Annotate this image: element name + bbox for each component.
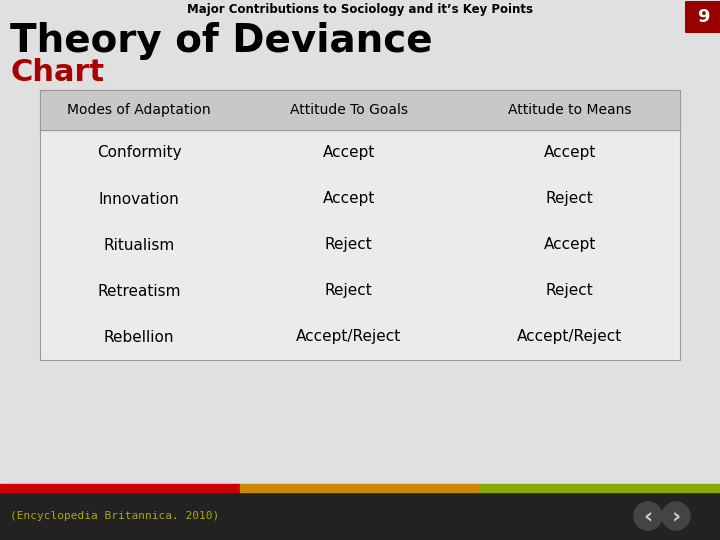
- Text: Accept/Reject: Accept/Reject: [517, 329, 622, 345]
- Text: Accept: Accept: [544, 145, 595, 160]
- Bar: [40, 90, 680, 130]
- Text: Reject: Reject: [325, 284, 373, 299]
- Text: Conformity: Conformity: [97, 145, 181, 160]
- Bar: [240, 484, 480, 492]
- Text: 9: 9: [697, 8, 709, 26]
- Bar: [0, 484, 240, 492]
- Text: Rebellion: Rebellion: [104, 329, 174, 345]
- Bar: [480, 484, 720, 492]
- Text: Theory of Deviance: Theory of Deviance: [10, 22, 433, 60]
- Bar: [40, 90, 680, 360]
- Bar: [40, 90, 680, 360]
- Text: Accept: Accept: [323, 145, 375, 160]
- Text: Innovation: Innovation: [99, 192, 179, 206]
- Circle shape: [634, 502, 662, 530]
- Text: Chart: Chart: [10, 58, 104, 87]
- Text: Retreatism: Retreatism: [97, 284, 181, 299]
- Bar: [0, 492, 720, 540]
- Text: (Encyclopedia Britannica. 2010): (Encyclopedia Britannica. 2010): [10, 511, 220, 521]
- Text: Accept: Accept: [544, 238, 595, 253]
- Text: Attitude to Means: Attitude to Means: [508, 103, 631, 117]
- Text: Ritualism: Ritualism: [104, 238, 175, 253]
- Text: ›: ›: [671, 506, 680, 526]
- Text: ‹: ‹: [644, 506, 652, 526]
- Circle shape: [662, 502, 690, 530]
- Text: Reject: Reject: [546, 284, 593, 299]
- FancyBboxPatch shape: [685, 1, 720, 33]
- Text: Reject: Reject: [325, 238, 373, 253]
- Text: Accept/Reject: Accept/Reject: [296, 329, 402, 345]
- Text: Reject: Reject: [546, 192, 593, 206]
- Text: Modes of Adaptation: Modes of Adaptation: [68, 103, 211, 117]
- Text: Accept: Accept: [323, 192, 375, 206]
- Text: Major Contributions to Sociology and it’s Key Points: Major Contributions to Sociology and it’…: [187, 3, 533, 16]
- Text: Attitude To Goals: Attitude To Goals: [289, 103, 408, 117]
